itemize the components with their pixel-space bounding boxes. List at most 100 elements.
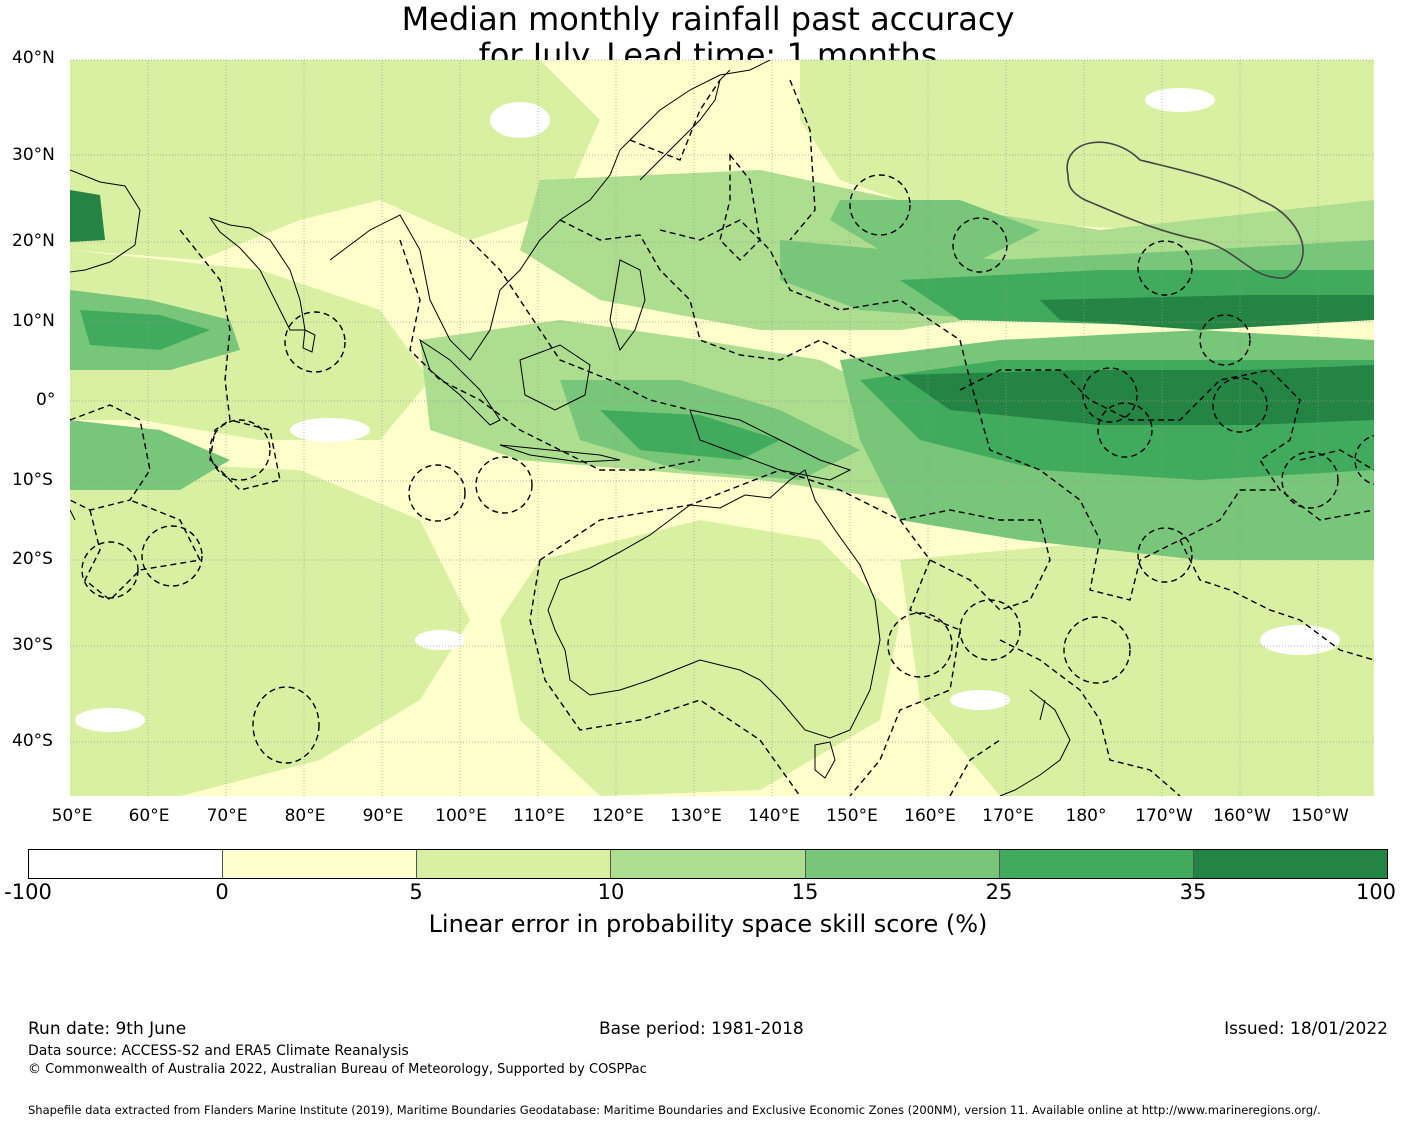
eez-circle	[1082, 367, 1138, 423]
colorbar-segment	[611, 850, 806, 878]
eez-boundary-hawaii	[1066, 141, 1304, 279]
eez-circle	[1063, 616, 1131, 684]
eez-boundary	[719, 153, 761, 261]
eez-boundary	[659, 219, 971, 381]
lon-label: 80°E	[284, 806, 326, 826]
colorbar-segment	[29, 850, 224, 878]
coastline-java	[499, 444, 621, 463]
skill-region	[1145, 88, 1215, 112]
colorbar-tick: 35	[1179, 880, 1207, 904]
eez-circle	[1212, 377, 1268, 433]
lat-label: 40°S	[12, 731, 53, 751]
eez-circle	[284, 311, 346, 373]
colorbar-tick: -100	[4, 880, 52, 904]
eez-boundary	[959, 369, 1374, 521]
colorbar-tick: 5	[409, 880, 423, 904]
eez-circle	[1281, 451, 1339, 509]
lon-label: 100°E	[435, 806, 487, 826]
eez-boundary	[999, 639, 1181, 796]
eez-circle	[408, 464, 466, 522]
map-title-line-1: Median monthly rainfall past accuracy	[401, 0, 1015, 38]
eez-boundary	[789, 79, 816, 241]
lon-label: 70°E	[206, 806, 248, 826]
skill-region	[800, 60, 1374, 230]
skill-field-layer	[70, 60, 1374, 796]
skill-region	[950, 690, 1010, 710]
eez-circle	[209, 419, 271, 481]
colorbar-tick: 15	[791, 880, 819, 904]
issued-date: Issued: 18/01/2022	[1224, 1019, 1388, 1039]
lon-label: 110°E	[513, 806, 565, 826]
skill-region	[900, 540, 1374, 796]
eez-boundary	[529, 559, 801, 796]
lat-label: 10°N	[12, 311, 55, 331]
eez-boundary	[399, 239, 701, 471]
colorbar-segment	[417, 850, 612, 878]
colorbar-tick: 10	[597, 880, 625, 904]
coastline-se-asia	[329, 60, 771, 361]
skill-region	[1040, 295, 1374, 330]
eez-boundary	[969, 379, 1280, 601]
eez-circle	[475, 456, 533, 514]
eez-boundary	[539, 469, 961, 796]
eez-circle	[849, 174, 911, 236]
eez-circle	[1137, 527, 1193, 583]
coastline-arabia	[70, 169, 141, 273]
coastline-sri-lanka	[302, 329, 316, 353]
lat-label: 20°S	[12, 549, 53, 569]
run-date: Run date: 9th June	[28, 1019, 187, 1039]
copyright-notice: © Commonwealth of Australia 2022, Austra…	[28, 1062, 647, 1077]
lat-label: 30°N	[12, 145, 55, 165]
eez-boundary	[559, 219, 901, 381]
eez-circle	[887, 612, 953, 678]
eez-boundary	[179, 229, 281, 491]
lon-label: 160°W	[1213, 806, 1271, 826]
lon-label: 50°E	[51, 806, 93, 826]
colorbar-segment	[1193, 850, 1387, 878]
coastline-australia	[547, 469, 881, 739]
colorbar-tick: 0	[215, 880, 229, 904]
lon-label: 170°E	[982, 806, 1034, 826]
skill-region	[1260, 625, 1340, 655]
skill-region	[70, 250, 430, 440]
eez-circle	[141, 525, 203, 587]
lon-label: 130°E	[670, 806, 722, 826]
colorbar-label: Linear error in probability space skill …	[428, 910, 988, 938]
lon-label: 180°	[1065, 806, 1107, 826]
eez-boundaries	[70, 79, 1374, 796]
lon-label: 150°E	[826, 806, 878, 826]
colorbar-segment	[999, 850, 1194, 878]
eez-boundary	[949, 739, 1001, 796]
eez-circle	[1097, 402, 1153, 458]
eez-circle	[959, 599, 1021, 661]
eez-circle	[252, 686, 320, 764]
lat-label: 40°N	[12, 48, 55, 68]
eez-boundary	[469, 239, 691, 411]
lon-label: 170°W	[1135, 806, 1193, 826]
lon-label: 90°E	[362, 806, 404, 826]
skill-region	[290, 418, 370, 442]
eez-circle	[1199, 314, 1251, 366]
lat-label: 20°N	[12, 231, 55, 251]
colorbar-tick: 25	[985, 880, 1013, 904]
skill-region	[75, 708, 145, 732]
skill-region	[70, 420, 230, 490]
lon-label: 140°E	[748, 806, 800, 826]
base-period: Base period: 1981-2018	[599, 1019, 804, 1039]
lon-label: 60°E	[128, 806, 170, 826]
data-source: Data source: ACCESS-S2 and ERA5 Climate …	[28, 1043, 409, 1059]
colorbar	[28, 849, 1388, 879]
skill-region	[70, 60, 600, 260]
eez-circle	[1137, 240, 1193, 296]
skill-region	[70, 190, 105, 242]
gridlines	[70, 59, 1374, 796]
lon-label: 150°W	[1291, 806, 1349, 826]
skill-region	[80, 310, 210, 350]
colorbar-segment	[223, 850, 418, 878]
shapefile-credit: Shapefile data extracted from Flanders M…	[28, 1103, 1321, 1117]
lat-label: 30°S	[12, 635, 53, 655]
eez-circle	[81, 541, 139, 599]
coastline-sumatra	[419, 338, 501, 426]
skill-region	[830, 200, 1040, 260]
eez-boundary	[1179, 539, 1374, 661]
